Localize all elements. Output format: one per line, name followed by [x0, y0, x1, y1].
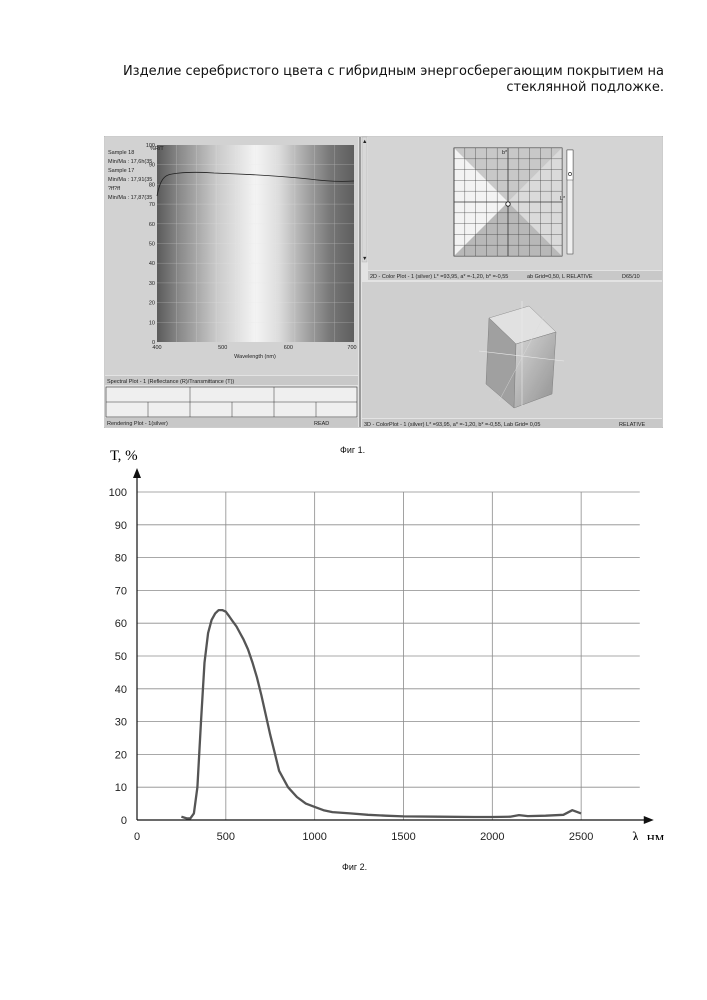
x-tick-label: 2000	[480, 831, 504, 840]
fig2-chart: 0102030405060708090100050010001500200025…	[0, 440, 707, 840]
rendering-plot-panel: Rendering Plot - 1(silver) READ	[105, 387, 358, 427]
spectral-y-tick: 60	[149, 222, 155, 228]
lightness-axis-label: L*	[560, 196, 566, 202]
spectral-x-tick: 400	[152, 345, 161, 351]
y-tick-label: 70	[115, 585, 127, 597]
spectral-y-tick: 80	[149, 182, 155, 188]
spectral-x-label: Wavelength (nm)	[234, 354, 276, 360]
x-tick-label: 0	[134, 831, 140, 840]
spectral-y-tick: 10	[149, 320, 155, 326]
y-tick-label: 90	[115, 520, 127, 532]
spectral-x-tick: 700	[347, 345, 356, 351]
x-tick-label: 2500	[569, 831, 593, 840]
spectral-legend-1: Sample 18	[108, 150, 134, 156]
spectral-y-tick: 90	[149, 163, 155, 169]
spectral-y-tick: 30	[149, 281, 155, 287]
fig1-screenshot: Sample 18 Min/Ma : 17,6h(35 Sample 17 Mi…	[104, 136, 663, 428]
chart-grid	[137, 492, 640, 820]
y-axis-arrow-icon	[133, 468, 141, 478]
fig2-caption: Фиг 2.	[342, 862, 367, 872]
color2d-plot-panel: b* L* 2D - Color Plot - 1 (silver) L* =9…	[368, 137, 662, 280]
color2d-footer-right: D65/10	[622, 274, 640, 280]
spectral-x-tick: 600	[284, 345, 293, 351]
y-tick-label: 80	[115, 553, 127, 565]
rendering-footer-left: Rendering Plot - 1(silver)	[107, 421, 168, 427]
rendering-footer-right: READ	[314, 421, 329, 427]
x-tick-label: 1000	[302, 831, 326, 840]
y-tick-label: 60	[115, 618, 127, 630]
y-tick-label: 100	[109, 487, 127, 499]
color-sample-marker	[506, 202, 510, 206]
vertical-scrollbar[interactable]	[362, 137, 367, 262]
scroll-down-icon[interactable]: ▼	[362, 256, 367, 262]
y-tick-label: 20	[115, 749, 127, 761]
spectral-legend-3: Sample 17	[108, 168, 134, 174]
spectral-legend-2: Min/Ma : 17,6h(35	[108, 159, 152, 165]
color3d-footer-right: RELATIVE	[619, 422, 646, 428]
x-axis-label: λ, нм	[632, 830, 665, 840]
spectral-legend-6: Min/Ma : 17,87(35	[108, 195, 152, 201]
spectral-footer: Spectral Plot - 1 (Reflectance (R)/Trans…	[107, 379, 234, 385]
spectral-plot-panel: Sample 18 Min/Ma : 17,6h(35 Sample 17 Mi…	[105, 137, 358, 385]
y-tick-label: 10	[115, 782, 127, 794]
x-axis-arrow-icon	[644, 816, 654, 824]
scroll-up-icon[interactable]: ▲	[362, 139, 367, 145]
color3d-footer-left: 3D - ColorPlot - 1 (silver) L* =93,95, a…	[364, 422, 540, 428]
spectral-legend-4: Min/Ma : 17,91(35	[108, 177, 152, 183]
y-tick-label: 30	[115, 717, 127, 729]
y-tick-label: 40	[115, 684, 127, 696]
chart-axes	[133, 468, 654, 824]
spectral-y-tick: 20	[149, 301, 155, 307]
y-tick-label: 0	[121, 815, 127, 827]
color2d-footer-mid: ab Grid=0,50, L RELATIVE	[527, 274, 593, 280]
spectral-legend-5: ?ff?ff	[108, 186, 121, 192]
spectral-y-tick: 70	[149, 202, 155, 208]
y-tick-label: 50	[115, 651, 127, 663]
page-title: Изделие серебристого цвета с гибридным э…	[90, 64, 664, 96]
x-tick-label: 1500	[391, 831, 415, 840]
y-axis-label: Т, %	[110, 448, 138, 464]
color2d-footer-left: 2D - Color Plot - 1 (silver) L* =93,95, …	[370, 274, 508, 280]
spectral-y-tick: 40	[149, 261, 155, 267]
spectral-y-tick: 100	[146, 143, 155, 149]
color3d-plot-panel: 3D - ColorPlot - 1 (silver) L* =93,95, a…	[362, 282, 662, 428]
color2d-b-axis-label: b*	[502, 150, 508, 156]
spectral-y-tick: 50	[149, 242, 155, 248]
x-tick-label: 500	[217, 831, 235, 840]
spectral-x-tick: 500	[218, 345, 227, 351]
